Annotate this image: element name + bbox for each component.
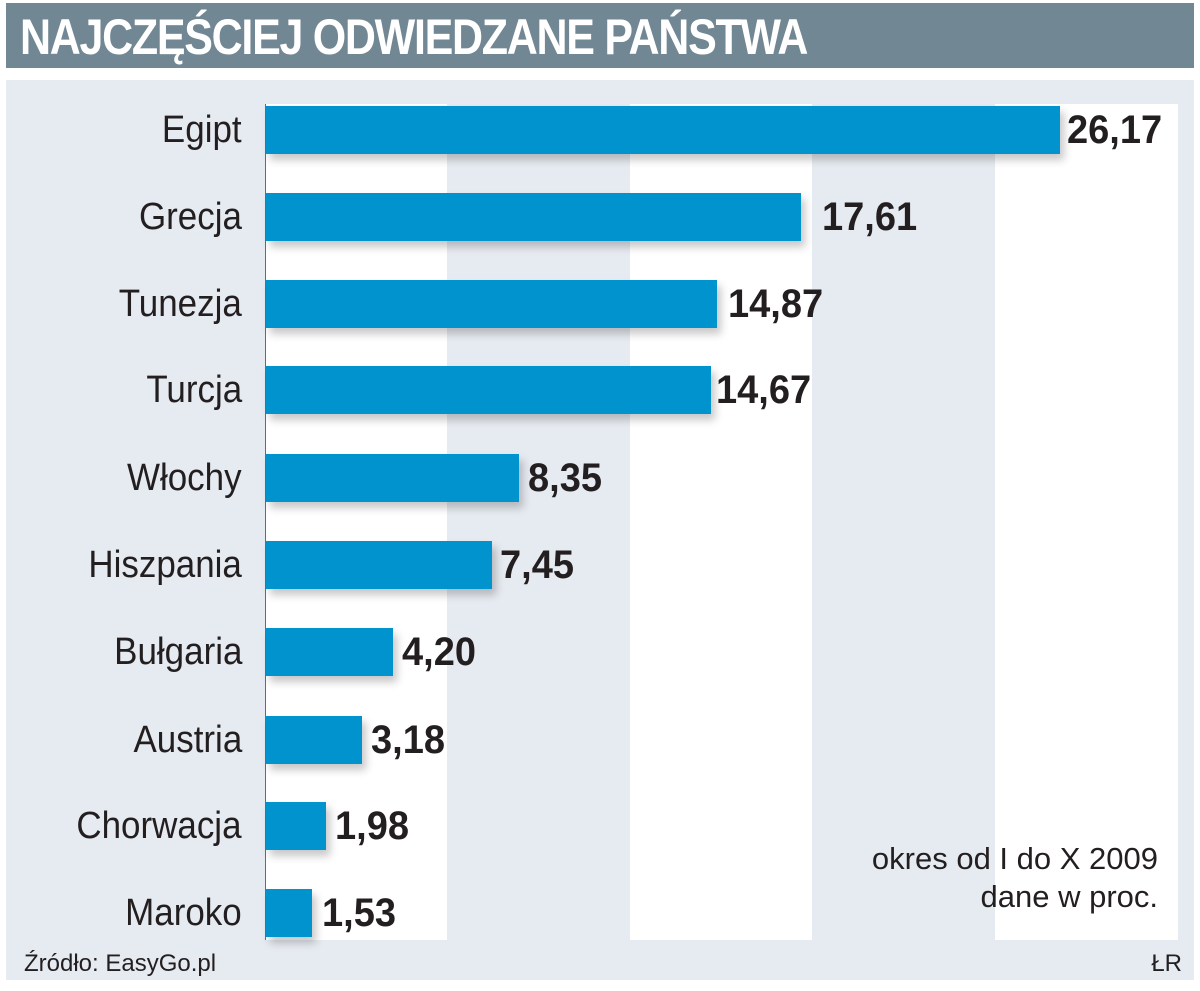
value-label: 14,67 <box>716 368 812 412</box>
chart-note: okres od I do X 2009 dane w proc. <box>872 840 1158 916</box>
category-label: Chorwacja <box>76 805 242 847</box>
value-label: 8,35 <box>528 456 602 500</box>
grid-band <box>447 104 630 940</box>
author-credit: ŁR <box>1151 950 1182 977</box>
title-bar: NAJCZĘŚCIEJ ODWIEDZANE PAŃSTWA <box>6 3 1194 68</box>
bar-row: Włochy 8,35 <box>0 454 1200 502</box>
bar-row: Austria 3,18 <box>0 716 1200 764</box>
bar-row: Grecja 17,61 <box>0 193 1200 241</box>
y-axis-line <box>265 104 266 940</box>
bar <box>266 193 801 241</box>
category-label: Grecja <box>139 196 242 238</box>
bar-row: Turcja 14,67 <box>0 366 1200 414</box>
category-label: Austria <box>133 719 242 761</box>
bar <box>266 716 362 764</box>
bar <box>266 280 717 328</box>
grid-band <box>812 104 995 940</box>
bar-row: Bułgaria 4,20 <box>0 628 1200 676</box>
category-label: Maroko <box>125 892 242 934</box>
category-label: Włochy <box>127 457 242 499</box>
bar-row: Maroko 1,53 <box>0 889 1200 937</box>
value-label: 17,61 <box>822 195 918 239</box>
category-label: Egipt <box>162 109 242 151</box>
plot-area <box>265 104 1178 940</box>
value-label: 3,18 <box>371 718 445 762</box>
value-label: 1,53 <box>322 891 396 935</box>
value-label: 14,87 <box>728 282 824 326</box>
category-label: Turcja <box>146 369 242 411</box>
value-label: 7,45 <box>500 543 574 587</box>
chart-title: NAJCZĘŚCIEJ ODWIEDZANE PAŃSTWA <box>20 9 808 65</box>
bar <box>266 454 519 502</box>
bar-row: Hiszpania 7,45 <box>0 541 1200 589</box>
value-label: 26,17 <box>1067 108 1163 152</box>
bar <box>266 628 393 676</box>
bar <box>266 802 326 850</box>
bar <box>266 889 312 937</box>
bar <box>266 106 1060 154</box>
category-label: Hiszpania <box>88 544 242 586</box>
bar-row: Tunezja 14,87 <box>0 280 1200 328</box>
value-label: 4,20 <box>402 630 476 674</box>
period-note: okres od I do X 2009 <box>871 841 1158 876</box>
category-label: Tunezja <box>118 283 242 325</box>
bar <box>266 541 492 589</box>
bar-row: Egipt 26,17 <box>0 106 1200 154</box>
value-label: 1,98 <box>335 804 409 848</box>
bar <box>266 366 711 414</box>
category-label: Bułgaria <box>113 631 242 673</box>
unit-note: dane w proc. <box>980 879 1159 914</box>
bar-row: Chorwacja 1,98 <box>0 802 1200 850</box>
source-credit: Źródło: EasyGo.pl <box>24 950 217 977</box>
